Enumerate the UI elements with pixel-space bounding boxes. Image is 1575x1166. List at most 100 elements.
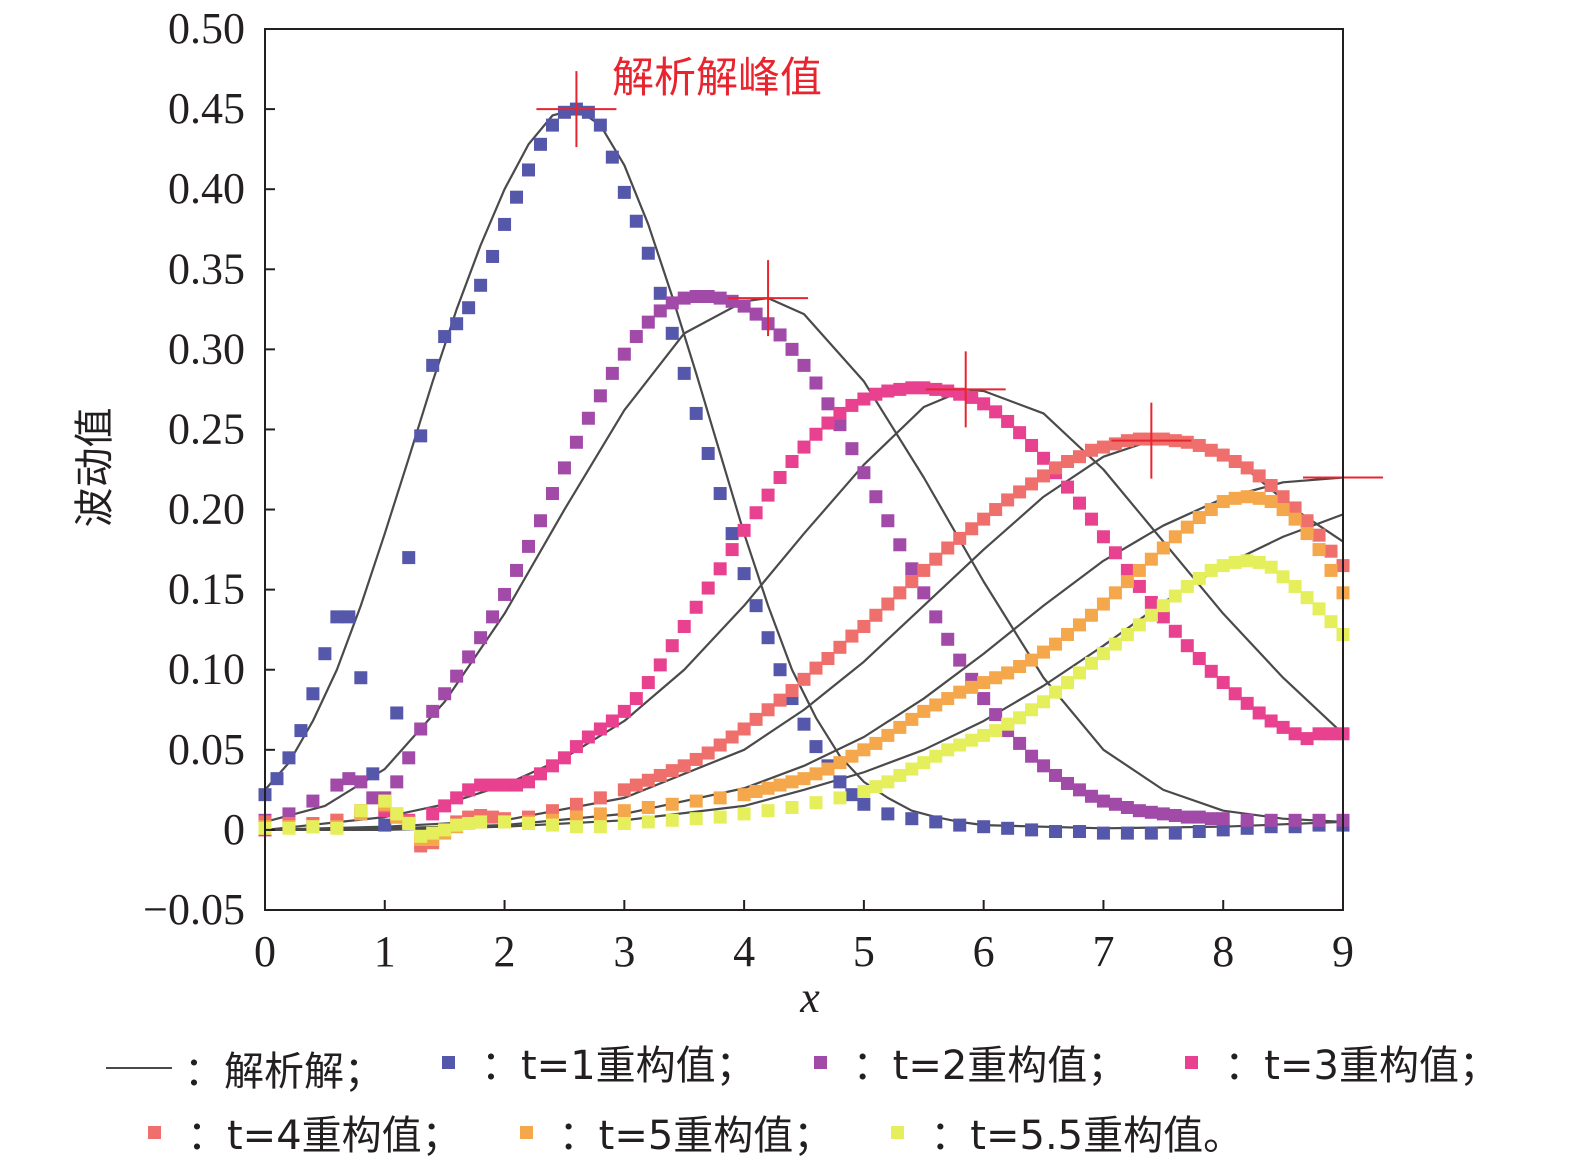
- data-point: [438, 330, 452, 344]
- data-point: [689, 290, 703, 304]
- data-point: [1216, 676, 1230, 690]
- y-axis-label: 波动值: [72, 408, 118, 528]
- y-tick-label: 0.20: [168, 485, 245, 534]
- data-point: [1132, 432, 1146, 446]
- y-tick-label: 0.10: [168, 645, 245, 694]
- data-point: [737, 807, 751, 821]
- data-point: [989, 405, 1003, 419]
- data-point: [833, 418, 847, 432]
- data-point: [965, 390, 979, 404]
- data-point: [557, 461, 571, 475]
- data-point: [677, 366, 691, 380]
- data-point: [629, 214, 643, 228]
- data-point: [593, 389, 607, 403]
- data-point: [462, 783, 476, 797]
- data-point: [1156, 599, 1170, 613]
- data-point: [1096, 647, 1110, 661]
- data-point: [797, 717, 811, 731]
- data-point: [809, 376, 823, 390]
- data-point: [617, 185, 631, 199]
- data-point: [761, 631, 775, 645]
- data-point: [917, 704, 931, 718]
- x-tick-label: 5: [853, 927, 875, 976]
- chart: 0 1 2 3 4 5 6 7 8 9−0.0500.050.100.150.200.250.30…: [72, 4, 1383, 1022]
- data-point: [953, 531, 967, 545]
- data-point: [354, 671, 368, 685]
- data-point: [426, 704, 440, 718]
- data-point: [665, 639, 679, 653]
- data-point: [905, 812, 919, 826]
- data-point: [749, 599, 763, 613]
- data-point: [498, 587, 512, 601]
- data-point: [713, 291, 727, 305]
- data-point: [725, 527, 739, 541]
- data-point: [318, 647, 332, 661]
- data-point: [677, 759, 691, 773]
- data-point: [653, 768, 667, 782]
- data-point: [1192, 511, 1206, 525]
- analytic-curve-5: [264, 476, 1344, 832]
- data-point: [1204, 443, 1218, 457]
- data-point: [1025, 823, 1039, 837]
- data-point: [1013, 426, 1027, 440]
- data-point: [1120, 575, 1134, 589]
- data-point: [1168, 530, 1182, 544]
- data-point: [881, 514, 895, 528]
- data-point: [282, 821, 296, 835]
- data-point: [557, 751, 571, 765]
- data-point: [1144, 608, 1158, 622]
- data-point: [1072, 496, 1086, 510]
- data-point: [1132, 618, 1146, 632]
- data-point: [833, 640, 847, 654]
- data-point: [1228, 491, 1242, 505]
- y-tick-label: 0.45: [168, 84, 245, 133]
- data-point: [677, 291, 691, 305]
- data-point: [510, 190, 524, 204]
- data-point: [977, 692, 991, 706]
- legend-text: ：t=3重构值；: [1224, 1043, 1499, 1089]
- legend-row-2: ：t=4重构值； ：t=5重构值； ：t=5.5重构值。: [126, 1102, 1279, 1162]
- data-point: [462, 817, 476, 831]
- data-point: [414, 722, 428, 736]
- data-point: [1013, 660, 1027, 674]
- data-point: [354, 804, 368, 818]
- legend-text: ：t=2重构值；: [852, 1043, 1128, 1089]
- data-point: [522, 539, 536, 553]
- data-point: [629, 778, 643, 792]
- data-point: [917, 586, 931, 600]
- y-tick-label: 0.25: [168, 404, 245, 453]
- data-point: [1192, 571, 1206, 585]
- data-point: [869, 387, 883, 401]
- data-point: [1324, 727, 1338, 741]
- data-point: [1216, 823, 1230, 837]
- legend-marker: [106, 1066, 172, 1069]
- data-point: [522, 817, 536, 831]
- data-point: [510, 778, 524, 792]
- data-point: [785, 342, 799, 356]
- data-point: [1084, 656, 1098, 670]
- data-point: [1300, 591, 1314, 605]
- data-point: [402, 817, 416, 831]
- data-point: [354, 775, 368, 789]
- data-point: [545, 818, 559, 832]
- data-point: [569, 820, 583, 834]
- data-point: [1156, 807, 1170, 821]
- data-point: [953, 738, 967, 752]
- data-point: [809, 767, 823, 781]
- data-point: [869, 490, 883, 504]
- data-point: [725, 294, 739, 308]
- data-point: [725, 543, 739, 557]
- data-point: [749, 784, 763, 798]
- analytic-curve-2: [264, 297, 1344, 823]
- data-point: [1192, 652, 1206, 666]
- x-tick-label: 9: [1332, 927, 1354, 976]
- data-point: [977, 676, 991, 690]
- data-point: [845, 629, 859, 643]
- data-point: [1312, 727, 1326, 741]
- data-point: [689, 752, 703, 766]
- x-tick-label: 8: [1212, 927, 1234, 976]
- data-point: [378, 818, 392, 832]
- data-point: [941, 632, 955, 646]
- data-point: [701, 290, 715, 304]
- data-point: [701, 746, 715, 760]
